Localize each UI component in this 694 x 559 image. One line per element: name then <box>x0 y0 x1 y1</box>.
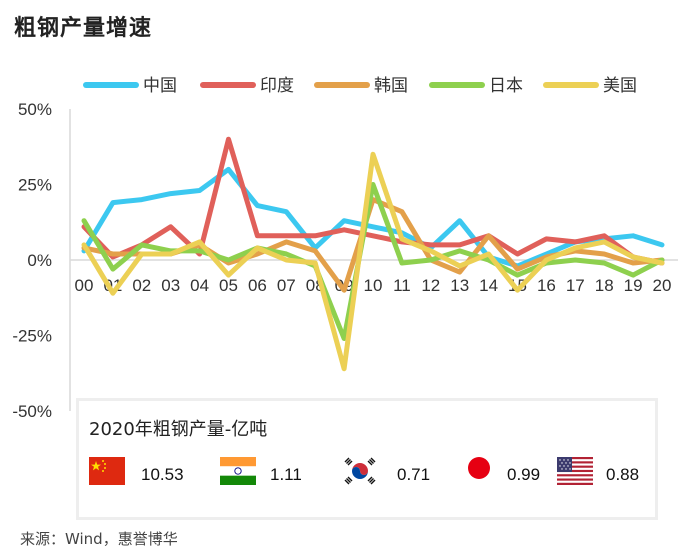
india-flag-icon <box>220 457 256 485</box>
usa-flag-icon <box>557 457 593 485</box>
x-tick-labels: 00 01 02 03 04 05 06 07 08 09 10 11 12 13 14 15 16 17 18 19… <box>75 276 672 295</box>
production-value-japan: 0.99 <box>507 465 541 484</box>
x-tick-label: 00 <box>75 276 94 295</box>
production-value-china: 10.53 <box>141 465 184 484</box>
x-tick-label: 03 <box>161 276 180 295</box>
y-tick-label: 0% <box>27 251 52 270</box>
korea-flag-icon <box>342 457 378 485</box>
series-line-美国 <box>81 151 665 372</box>
y-tick-label: -25% <box>12 327 52 346</box>
production-value-korea: 0.71 <box>397 465 431 484</box>
x-tick-label: 16 <box>537 276 556 295</box>
x-tick-label: 20 <box>653 276 672 295</box>
series-line-中国 <box>81 166 665 269</box>
series-lines <box>81 136 665 372</box>
legend-label: 美国 <box>603 76 637 95</box>
x-tick-label: 07 <box>277 276 296 295</box>
production-value-usa: 0.88 <box>606 465 640 484</box>
legend-label: 日本 <box>489 76 523 95</box>
china-flag-icon <box>89 457 125 485</box>
x-tick-label: 02 <box>132 276 151 295</box>
x-tick-label: 05 <box>219 276 238 295</box>
japan-flag-icon <box>465 457 501 485</box>
x-tick-label: 12 <box>421 276 440 295</box>
y-tick-label: 50% <box>18 100 52 119</box>
x-tick-label: 18 <box>595 276 614 295</box>
legend-label: 韩国 <box>374 76 408 95</box>
x-tick-label: 17 <box>566 276 585 295</box>
legend-label: 中国 <box>143 76 177 95</box>
x-tick-label: 10 <box>364 276 383 295</box>
legend-label: 印度 <box>260 76 294 95</box>
y-tick-label: -50% <box>12 402 52 421</box>
x-tick-label: 04 <box>190 276 209 295</box>
chart-title: 粗钢产量增速 <box>14 16 153 41</box>
x-tick-label: 11 <box>393 276 411 295</box>
x-tick-label: 19 <box>624 276 643 295</box>
production-value-india: 1.11 <box>270 465 302 484</box>
production-panel-title: 2020年粗钢产量-亿吨 <box>89 419 268 440</box>
x-tick-label: 14 <box>479 276 498 295</box>
source-note: 来源：Wind，惠誉博华 <box>20 530 178 548</box>
y-tick-labels: 50% 25% 0% -25% -50% <box>12 100 52 421</box>
x-tick-label: 06 <box>248 276 267 295</box>
legend: 中国 印度 韩国 日本 美国 <box>83 76 637 95</box>
y-tick-label: 25% <box>18 176 52 195</box>
series-line-印度 <box>81 136 665 266</box>
x-tick-label: 13 <box>450 276 469 295</box>
production-panel: 2020年粗钢产量-亿吨 10.53 1.11 <box>79 401 655 517</box>
